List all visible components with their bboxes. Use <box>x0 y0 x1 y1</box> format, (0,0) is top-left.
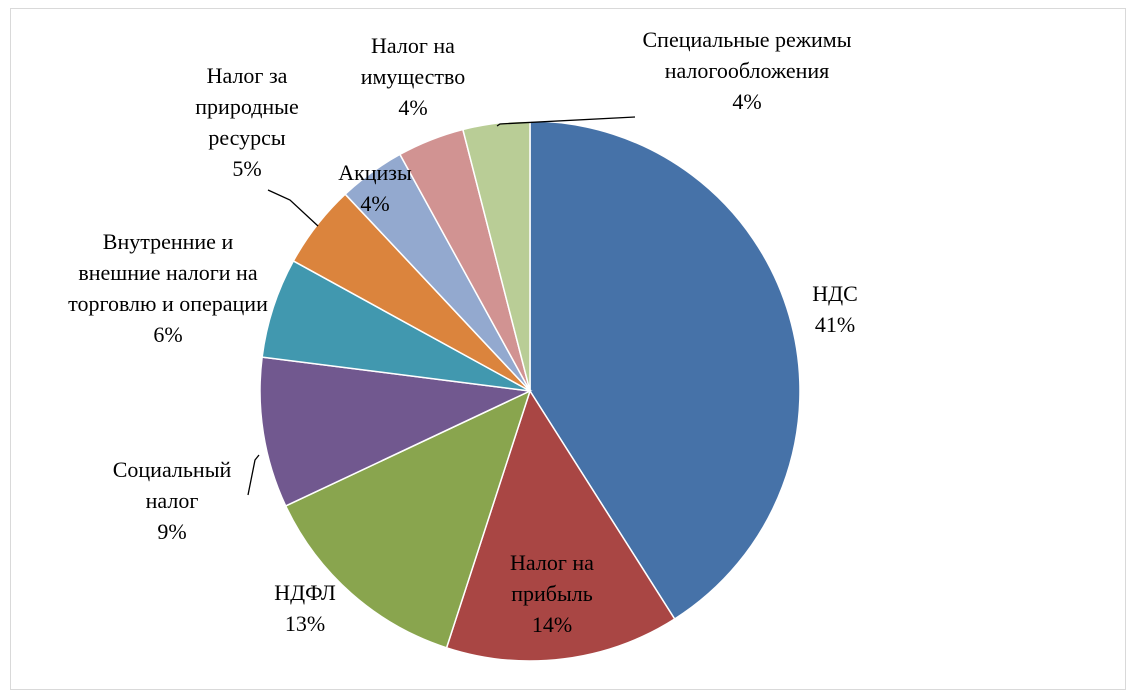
category-label: Налог на имущество <box>360 33 466 89</box>
category-label: Внутренние и внешние налоги на торговлю … <box>68 229 268 316</box>
value-label: 9% <box>157 519 187 544</box>
value-label: 4% <box>398 95 428 120</box>
category-label: Специальные режимы налогообложения <box>642 27 852 83</box>
category-label: Налог на прибыль <box>510 550 594 606</box>
category-label: НДФЛ <box>274 580 336 605</box>
value-label: 6% <box>153 322 183 347</box>
value-label: 5% <box>232 156 262 181</box>
leader-line <box>496 116 636 127</box>
slice-label: НДС 41% <box>775 278 895 340</box>
slice-label: НДФЛ 13% <box>245 577 365 639</box>
pie-slice <box>284 389 532 649</box>
pie-slice <box>259 356 533 507</box>
category-label: Социальный налог <box>112 457 232 513</box>
pie-slice <box>529 120 801 621</box>
pie-slice <box>461 120 531 392</box>
value-label: 4% <box>360 191 390 216</box>
value-label: 13% <box>284 611 326 636</box>
category-label: Акцизы <box>338 160 412 185</box>
slice-label: Социальный налог 9% <box>92 454 252 547</box>
slice-label: Специальные режимы налогообложения 4% <box>642 24 852 117</box>
slice-label: Налог на прибыль 14% <box>487 547 617 640</box>
leader-line <box>247 454 260 496</box>
category-label: НДС <box>812 281 858 306</box>
pie-slice <box>445 389 676 662</box>
leader-line <box>267 189 319 227</box>
slice-label: Налог на имущество 4% <box>338 30 488 123</box>
chart-border <box>10 8 1126 690</box>
slice-label: Внутренние и внешние налоги на торговлю … <box>68 226 268 350</box>
value-label: 41% <box>814 312 856 337</box>
slice-label: Налог за природные ресурсы 5% <box>177 60 317 184</box>
value-label: 14% <box>531 612 573 637</box>
value-label: 4% <box>732 89 762 114</box>
category-label: Налог за природные ресурсы <box>195 63 299 150</box>
slice-label: Акцизы 4% <box>320 157 430 219</box>
